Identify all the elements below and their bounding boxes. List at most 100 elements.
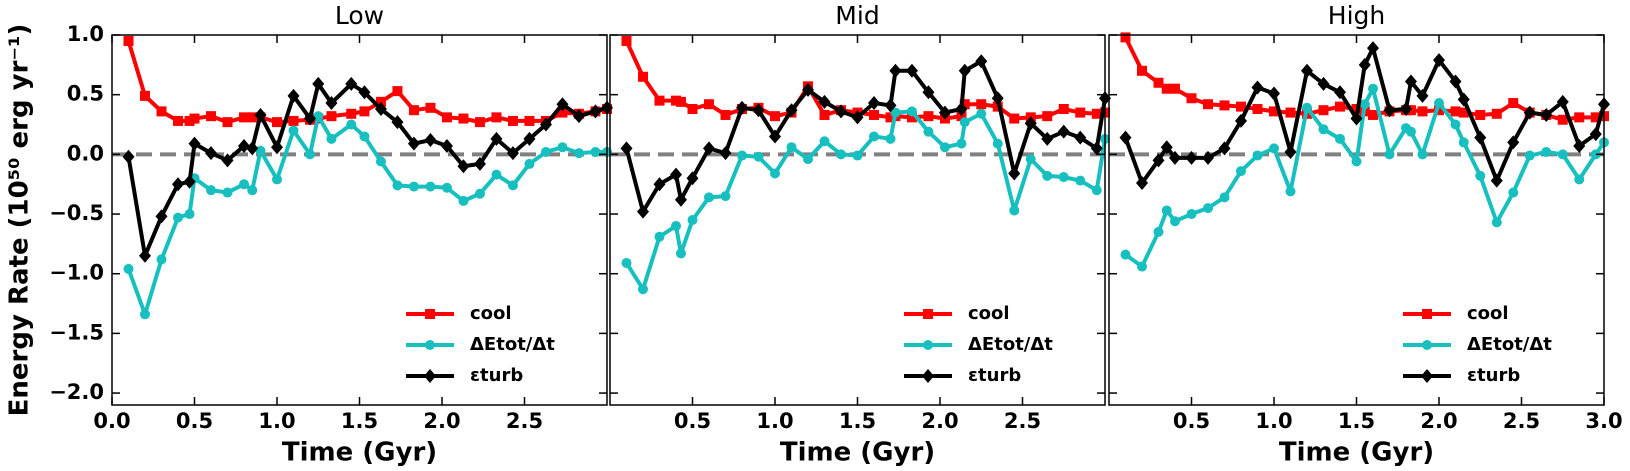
point	[424, 133, 437, 148]
point	[325, 96, 338, 111]
point	[1219, 100, 1230, 111]
point	[572, 109, 585, 124]
point	[440, 139, 453, 153]
point	[375, 96, 386, 107]
point	[391, 115, 404, 130]
point	[670, 167, 682, 182]
point	[239, 112, 249, 123]
point	[1433, 53, 1445, 68]
point	[621, 257, 632, 268]
x-tick-label: 3.0	[1585, 409, 1622, 433]
point	[507, 115, 518, 126]
point	[1284, 144, 1297, 159]
y-axis-label: Energy Rate (10⁵⁰ erg yr⁻¹)	[5, 24, 35, 417]
point	[139, 248, 151, 263]
point	[786, 142, 797, 153]
point	[687, 104, 698, 114]
point	[374, 102, 387, 116]
point	[687, 215, 698, 225]
point	[956, 138, 967, 149]
point	[770, 168, 780, 179]
point	[818, 94, 831, 109]
point	[905, 63, 918, 78]
point	[654, 231, 665, 242]
point	[1236, 166, 1246, 177]
point	[287, 88, 300, 103]
point	[1169, 150, 1181, 165]
legend-label: cool	[470, 303, 512, 324]
point	[392, 86, 403, 97]
point	[955, 102, 968, 116]
legend-marker	[425, 309, 435, 319]
point	[1450, 119, 1461, 130]
x-axis-label: Time (Gyr)	[1279, 438, 1434, 468]
point	[638, 284, 648, 295]
point	[752, 103, 765, 118]
point	[1449, 74, 1462, 89]
y-tick-label: −1.0	[49, 261, 104, 285]
point	[890, 107, 901, 118]
point	[573, 148, 584, 159]
point	[247, 112, 258, 123]
point	[375, 156, 386, 167]
point	[346, 119, 357, 130]
point	[1400, 102, 1412, 116]
point	[737, 150, 747, 161]
legend-marker	[1421, 369, 1433, 383]
point	[1025, 154, 1036, 165]
point	[305, 149, 315, 160]
legend-label: εturb	[470, 365, 523, 386]
point	[206, 185, 216, 196]
point	[1251, 80, 1264, 95]
legend-label: εturb	[968, 365, 1021, 386]
point	[1434, 105, 1444, 116]
point	[704, 192, 714, 203]
x-tick-label: 2.5	[1004, 409, 1041, 433]
point	[205, 146, 217, 161]
point	[991, 91, 1004, 106]
point	[1137, 261, 1147, 272]
point	[1590, 112, 1601, 123]
point	[524, 158, 535, 169]
point	[1091, 185, 1102, 196]
point	[247, 185, 258, 196]
point	[869, 109, 879, 120]
point	[173, 115, 183, 126]
point	[156, 254, 167, 265]
x-tick-label: 0.5	[674, 409, 711, 433]
point	[654, 95, 665, 106]
point	[703, 141, 715, 156]
legend-marker	[1422, 309, 1432, 319]
point	[1491, 108, 1502, 119]
point	[140, 309, 150, 320]
x-tick-label: 2.5	[506, 409, 543, 433]
point	[123, 35, 134, 46]
point	[1161, 205, 1172, 216]
point	[720, 191, 731, 202]
point	[345, 76, 358, 91]
point	[524, 115, 535, 126]
x-tick-label: 2.0	[1420, 409, 1457, 433]
point	[1268, 86, 1280, 101]
series-line	[624, 40, 1106, 121]
point	[557, 142, 568, 153]
point	[1508, 187, 1519, 198]
point	[304, 111, 316, 126]
point	[1024, 116, 1037, 131]
point	[1384, 149, 1395, 160]
point	[675, 248, 686, 259]
legend-label: ΔEtot/Δt	[1467, 334, 1552, 355]
panel-title: High	[1328, 1, 1385, 30]
point	[1074, 130, 1087, 145]
point	[1285, 186, 1296, 197]
point	[939, 142, 950, 153]
point	[221, 153, 234, 168]
point	[958, 63, 971, 78]
point	[1318, 105, 1329, 116]
point	[1058, 172, 1069, 183]
legend-marker	[1422, 340, 1432, 350]
point	[1475, 109, 1486, 120]
point	[312, 76, 325, 91]
point	[123, 263, 134, 274]
